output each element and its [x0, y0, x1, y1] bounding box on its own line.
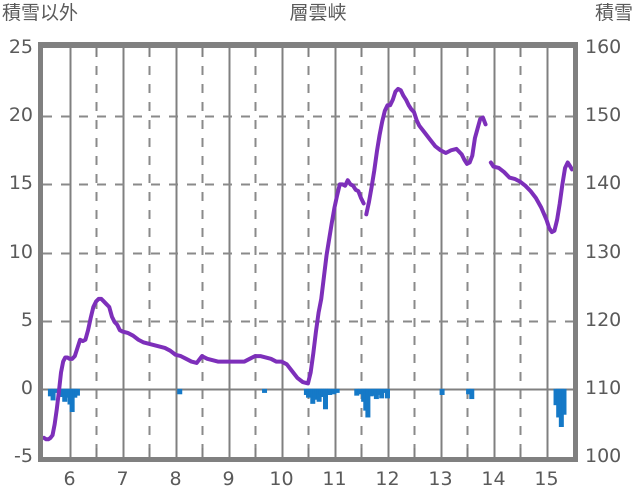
left-axis-title: 積雪以外	[2, 2, 79, 24]
left-tick-label: 25	[8, 36, 33, 58]
x-tick-label: 15	[534, 468, 559, 490]
left-tick-label: 10	[8, 240, 33, 263]
x-tick-label: 8	[169, 468, 182, 490]
left-tick-label: 0	[20, 376, 33, 399]
right-tick-label: 100	[585, 445, 622, 467]
x-tick-label: 10	[269, 468, 294, 490]
precipitation-bars	[47, 388, 567, 427]
x-tick-label: 6	[63, 468, 76, 490]
right-tick-label: 120	[585, 308, 622, 331]
left-tick-label: 20	[8, 104, 33, 127]
left-tick-label: -5	[14, 445, 33, 467]
right-tick-label: 140	[585, 172, 622, 195]
inner-tick-marks	[69, 48, 549, 457]
minor-gridlines	[95, 48, 522, 457]
x-tick-label: 7	[116, 468, 129, 490]
x-tick-label: 9	[222, 468, 235, 490]
x-tick-label: 13	[428, 468, 453, 490]
plot-area	[38, 42, 578, 462]
plot-svg	[43, 48, 573, 457]
left-tick-label: 15	[8, 172, 33, 195]
right-tick-label: 130	[585, 240, 622, 263]
snow-depth-line	[43, 86, 573, 442]
x-tick-label: 14	[481, 468, 506, 490]
left-tick-label: 5	[20, 308, 33, 331]
right-tick-label: 150	[585, 104, 622, 127]
right-axis-title: 積雪	[594, 2, 633, 24]
x-tick-label: 11	[322, 468, 347, 490]
right-tick-label: 160	[585, 36, 622, 58]
right-tick-label: 110	[585, 376, 622, 399]
x-tick-label: 12	[375, 468, 400, 490]
plot-inner	[43, 48, 573, 457]
chart-title: 層雲峡	[289, 2, 347, 24]
